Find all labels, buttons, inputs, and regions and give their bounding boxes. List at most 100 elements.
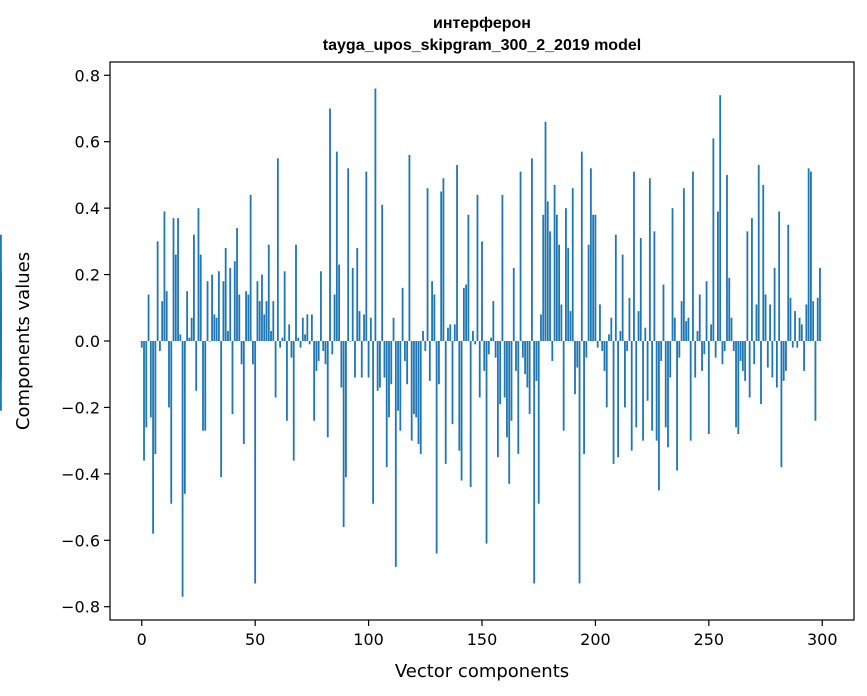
bar — [161, 301, 164, 341]
bar — [367, 341, 370, 378]
bar — [179, 334, 182, 341]
bar — [365, 171, 368, 341]
bar — [270, 331, 272, 341]
bar — [193, 234, 195, 341]
bar — [531, 158, 533, 341]
bar — [417, 341, 420, 444]
bar — [227, 331, 229, 341]
bar — [369, 317, 372, 341]
y-tick-label: −0.6 — [61, 531, 100, 550]
bar — [585, 341, 588, 358]
bar — [732, 341, 735, 351]
y-tick-label: 0.6 — [75, 133, 100, 152]
bar — [644, 327, 647, 341]
bar — [517, 341, 520, 454]
bar — [388, 341, 390, 418]
bar — [381, 204, 384, 341]
x-tick-label: 250 — [694, 630, 725, 649]
chart-subtitle: tayga_upos_skipgram_300_2_2019 model — [323, 37, 641, 54]
bar — [760, 341, 762, 405]
bar — [183, 341, 186, 494]
bar — [805, 304, 808, 341]
bar — [433, 294, 436, 341]
bar — [283, 271, 286, 341]
bar — [438, 341, 440, 385]
bar — [651, 341, 654, 431]
bar — [542, 214, 545, 341]
bar — [682, 188, 685, 341]
bar — [413, 341, 415, 415]
bar — [751, 218, 753, 341]
bar — [785, 341, 787, 371]
bar — [304, 334, 306, 341]
bar — [782, 341, 785, 381]
x-axis-ticks: 0 50 100 150 200 250 300 — [137, 620, 838, 649]
x-tick-label: 50 — [245, 630, 265, 649]
bar — [453, 324, 456, 341]
bar — [254, 341, 257, 584]
bar — [660, 341, 663, 361]
bar — [233, 261, 236, 341]
bar — [242, 341, 245, 444]
bar — [612, 341, 615, 464]
bar — [290, 341, 293, 358]
bar — [694, 341, 697, 378]
bar — [494, 341, 497, 358]
bar — [642, 341, 644, 441]
bar — [422, 331, 424, 341]
bar — [551, 341, 554, 361]
bar — [424, 341, 427, 351]
bar — [546, 201, 549, 341]
bar — [263, 314, 266, 341]
bar — [474, 341, 477, 345]
bar — [295, 244, 297, 341]
bar — [442, 178, 445, 341]
bar — [485, 341, 488, 544]
bar — [338, 264, 340, 341]
y-tick-label: −0.2 — [61, 398, 100, 417]
bar — [676, 341, 678, 471]
bar — [249, 194, 252, 341]
bar — [712, 138, 715, 341]
bar — [728, 277, 731, 341]
bar — [299, 341, 302, 348]
bar — [186, 291, 189, 341]
bar — [279, 341, 282, 348]
y-tick-label: 0.8 — [75, 66, 100, 85]
y-tick-label: 0.4 — [75, 199, 100, 218]
bar — [780, 341, 783, 468]
y-tick-label: 0.0 — [75, 332, 100, 351]
bar — [199, 254, 202, 341]
bar — [753, 341, 756, 365]
bar — [397, 341, 399, 411]
bar — [608, 334, 610, 341]
bar — [721, 341, 724, 365]
bar — [401, 287, 404, 341]
bar — [288, 324, 291, 341]
bar — [576, 341, 579, 368]
bar — [256, 281, 259, 341]
bar — [208, 341, 211, 342]
x-tick-label: 200 — [580, 630, 611, 649]
bar — [569, 311, 572, 341]
bar — [177, 218, 179, 341]
bar — [261, 274, 263, 341]
bar — [154, 341, 157, 454]
bar — [540, 314, 542, 341]
x-axis-label: Vector components — [395, 661, 569, 682]
bar — [390, 341, 393, 385]
plot-frame — [109, 61, 855, 621]
bar — [630, 341, 633, 451]
bar — [803, 341, 805, 371]
bar — [168, 341, 170, 408]
bar — [655, 341, 658, 441]
bar — [696, 331, 699, 341]
bar — [762, 184, 765, 341]
bar — [315, 341, 318, 371]
bar — [174, 254, 177, 341]
bar — [567, 248, 570, 341]
bar — [399, 341, 402, 431]
bar — [476, 194, 479, 341]
bar — [213, 314, 216, 341]
bar — [224, 248, 227, 341]
